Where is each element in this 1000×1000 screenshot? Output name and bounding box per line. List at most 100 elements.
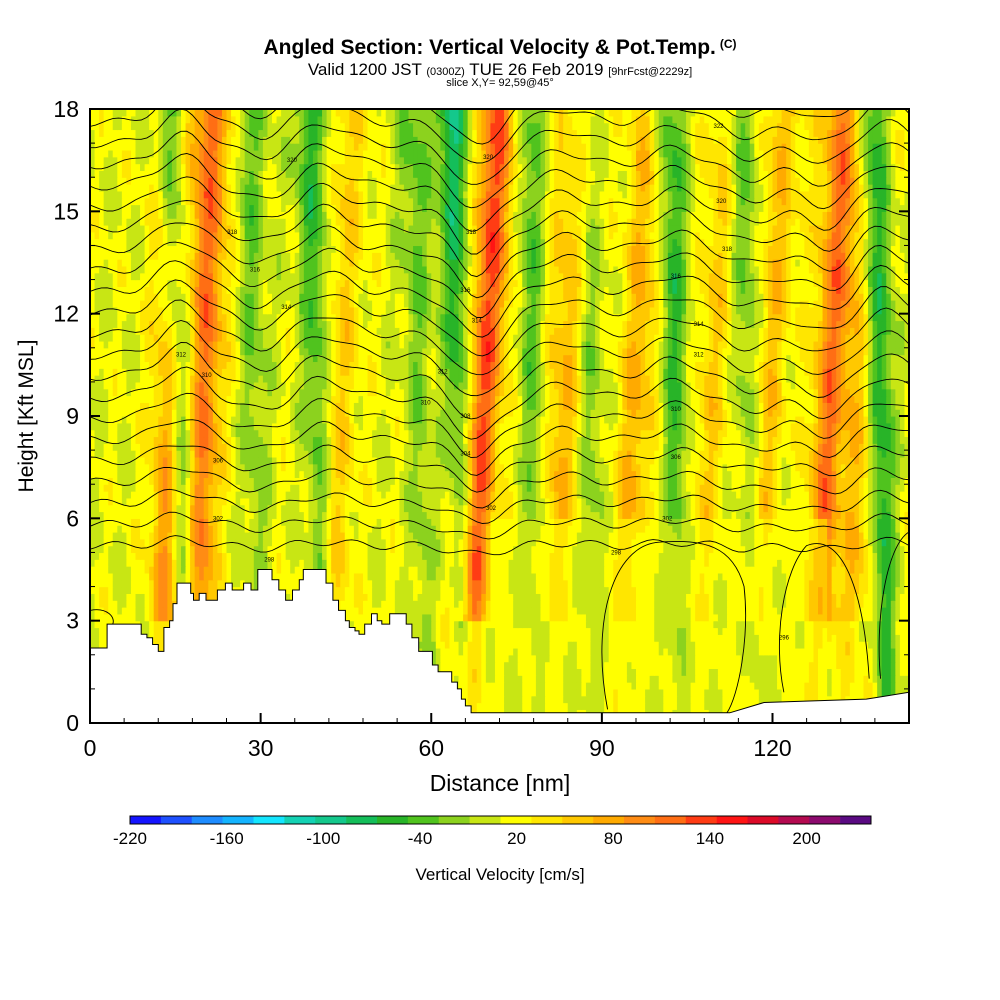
velocity-cell [731, 641, 737, 649]
velocity-cell [558, 661, 564, 670]
velocity-cell [522, 688, 528, 697]
velocity-cell [745, 668, 751, 676]
velocity-cell [490, 593, 496, 601]
velocity-cell [554, 607, 560, 615]
velocity-cell [863, 545, 869, 554]
velocity-cell [563, 552, 569, 560]
velocity-cell [676, 559, 683, 567]
velocity-cell [763, 641, 769, 649]
velocity-cell [617, 613, 623, 622]
velocity-cell [649, 702, 655, 710]
velocity-cell [845, 593, 851, 601]
velocity-cell [504, 531, 510, 540]
velocity-cell [171, 572, 178, 581]
velocity-cell [690, 647, 696, 656]
velocity-cell [517, 702, 523, 710]
velocity-cell [631, 552, 637, 560]
velocity-cell [508, 634, 514, 642]
velocity-cell [617, 682, 623, 690]
velocity-cell [590, 600, 596, 608]
velocity-cell [285, 579, 291, 588]
velocity-cell [140, 613, 146, 622]
velocity-cell [535, 627, 542, 635]
velocity-cell [890, 634, 896, 642]
velocity-cell [695, 661, 701, 670]
velocity-cell [804, 579, 810, 588]
velocity-cell [763, 668, 769, 676]
velocity-cell [94, 607, 100, 615]
velocity-cell [363, 566, 369, 574]
velocity-cell [868, 538, 874, 547]
velocity-cell [863, 600, 869, 608]
velocity-cell [485, 682, 491, 690]
velocity-cell [890, 688, 896, 697]
velocity-cell [808, 600, 815, 608]
velocity-cell [895, 647, 901, 656]
velocity-cell [858, 600, 865, 608]
velocity-cell [381, 531, 387, 540]
velocity-cell [890, 607, 896, 615]
velocity-cell [740, 675, 746, 683]
velocity-cell [845, 647, 851, 656]
velocity-cell [699, 607, 705, 615]
velocity-cell [886, 647, 892, 656]
velocity-cell [144, 538, 150, 547]
velocity-cell [836, 566, 842, 574]
velocity-cell [390, 572, 396, 581]
velocity-cell [704, 600, 710, 608]
velocity-cell [736, 682, 742, 690]
velocity-cell [340, 559, 346, 567]
velocity-cell [508, 627, 514, 635]
velocity-cell [531, 661, 537, 670]
velocity-cell [112, 566, 118, 574]
velocity-cell [654, 641, 660, 649]
velocity-cell [513, 545, 519, 554]
velocity-cell [353, 593, 360, 601]
velocity-cell [376, 566, 382, 574]
velocity-cell [549, 688, 555, 697]
velocity-cell [676, 675, 683, 683]
velocity-cell [522, 566, 528, 574]
velocity-cell [281, 566, 287, 574]
velocity-cell [631, 702, 637, 710]
velocity-cell [608, 620, 614, 629]
velocity-cell [763, 695, 769, 704]
velocity-cell [881, 647, 887, 656]
velocity-cell [394, 559, 400, 567]
velocity-cell [704, 545, 710, 554]
velocity-cell [645, 600, 651, 608]
velocity-cell [849, 654, 855, 663]
velocity-cell [667, 675, 673, 683]
velocity-cell [822, 552, 828, 560]
velocity-cell [804, 538, 810, 547]
velocity-cell [749, 661, 755, 670]
velocity-cell [203, 566, 209, 574]
velocity-cell [840, 600, 846, 608]
velocity-cell [640, 600, 646, 608]
velocity-cell [590, 531, 596, 540]
velocity-cell [836, 545, 842, 554]
velocity-cell [194, 566, 200, 574]
velocity-cell [872, 552, 878, 560]
velocity-cell [649, 654, 655, 663]
velocity-cell [840, 688, 846, 697]
velocity-cell [904, 545, 909, 554]
velocity-cell [444, 600, 451, 608]
velocity-cell [740, 654, 746, 663]
velocity-cell [340, 545, 346, 554]
velocity-cell [526, 545, 532, 554]
velocity-cell [686, 668, 692, 676]
velocity-cell [772, 647, 778, 656]
velocity-cell [754, 695, 760, 704]
velocity-cell [217, 559, 223, 567]
velocity-cell [626, 613, 633, 622]
velocity-cell [595, 531, 601, 540]
velocity-cell [799, 579, 805, 588]
velocity-cell [390, 531, 396, 540]
velocity-cell [540, 600, 546, 608]
velocity-cell [540, 620, 546, 629]
velocity-cell [545, 661, 551, 670]
velocity-cell [454, 572, 460, 581]
velocity-cell [736, 559, 742, 567]
velocity-cell [745, 559, 751, 567]
